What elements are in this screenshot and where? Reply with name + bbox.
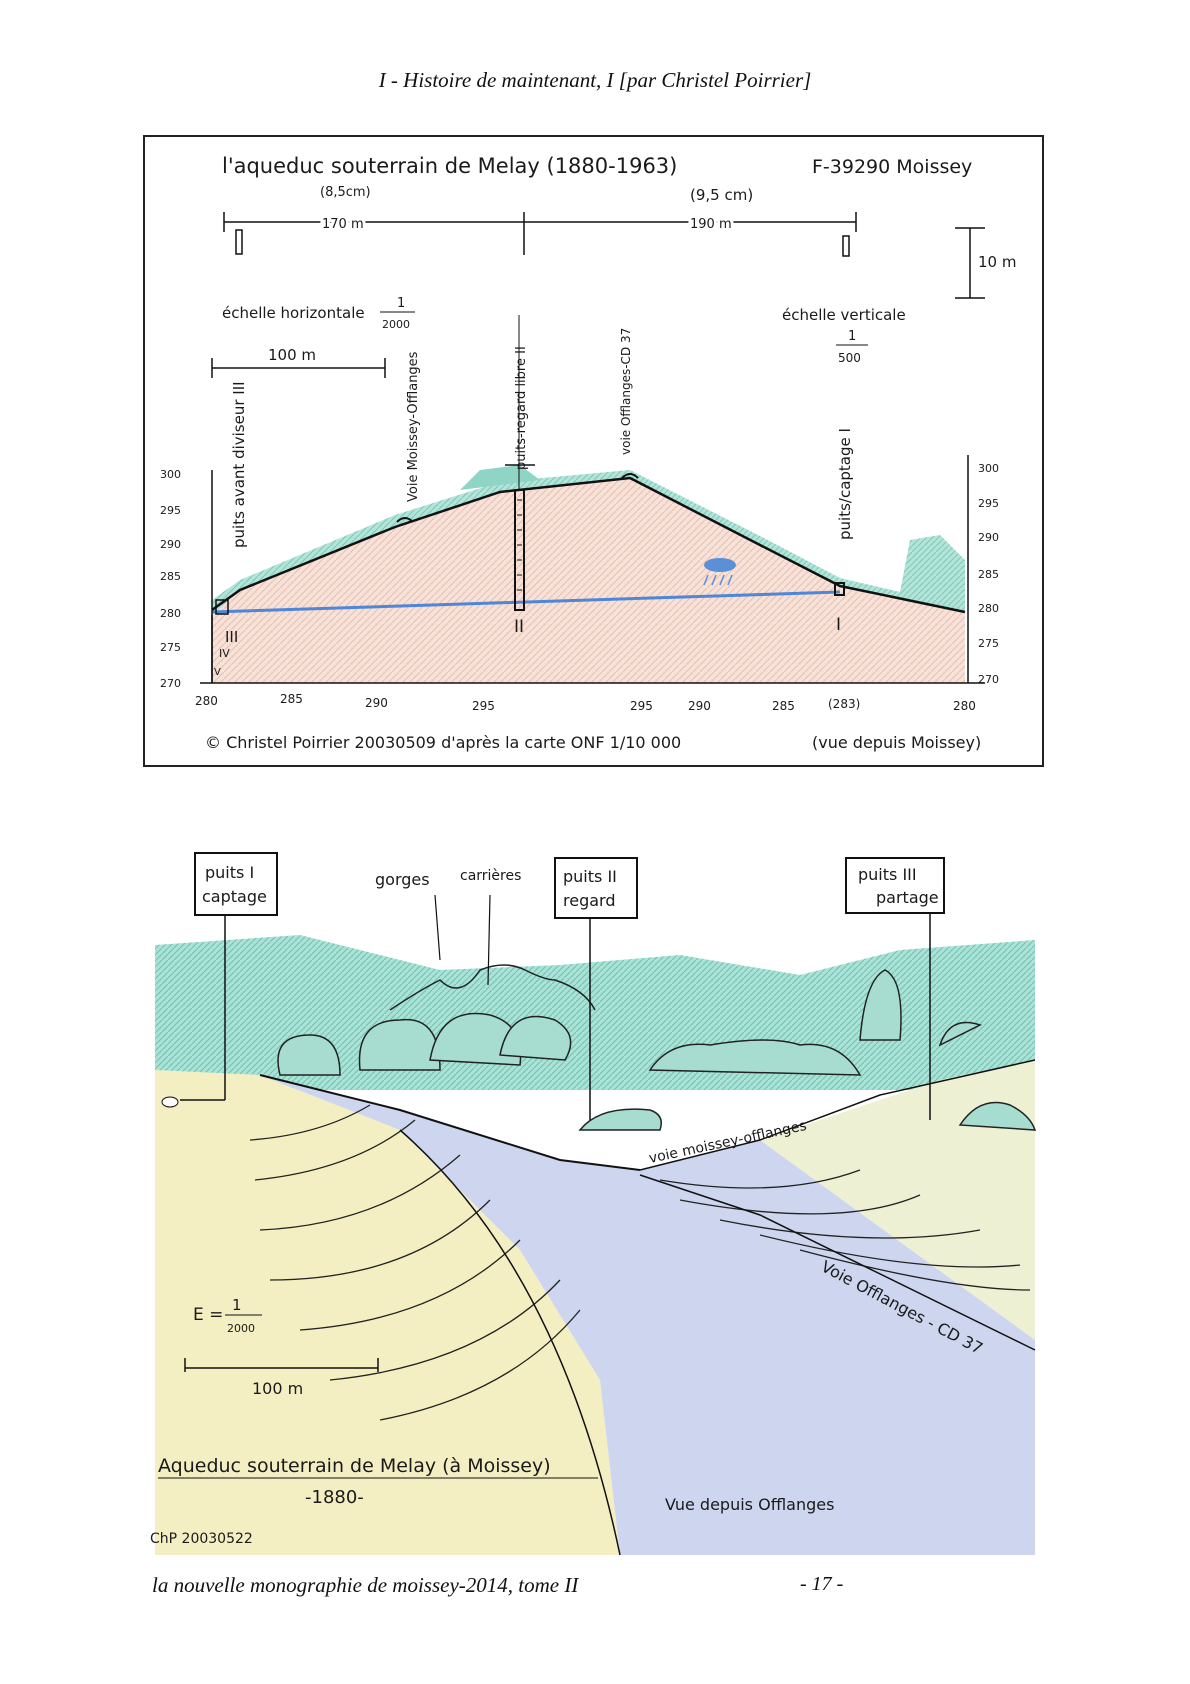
y-right-280: 280 [978, 602, 999, 615]
y-axis-right-labels: 300 295 290 285 280 275 270 [978, 462, 999, 686]
field-left [155, 1070, 620, 1555]
y-left-290: 290 [160, 538, 181, 551]
landscape-bar: 100 m [252, 1379, 303, 1398]
scale-h-num: 1 [397, 296, 405, 311]
x-tick-1: 280 [195, 694, 218, 708]
profile-view: (vue depuis Moissey) [812, 733, 981, 752]
footer-title: la nouvelle monographie de moissey-2014,… [152, 1573, 579, 1597]
scale-h-den: 2000 [382, 318, 410, 331]
profile-credit: © Christel Poirrier 20030509 d'après la … [205, 733, 681, 752]
y-left-275: 275 [160, 641, 181, 654]
label-puits-avant: puits avant diviseur III [230, 381, 248, 548]
x-tick-6: 290 [688, 699, 711, 713]
soil-area [212, 478, 965, 683]
label-voie-moissey: Voie Moissey-Offlanges [406, 351, 421, 502]
landscape-view: Vue depuis Offlanges [665, 1495, 834, 1514]
landscape-drawing: puits I captage puits II regard puits II… [150, 852, 1037, 1556]
label-voie-offlanges: voie Offlanges-CD 37 [619, 328, 633, 455]
scale-num: 1 [232, 1296, 242, 1314]
y-right-295: 295 [978, 497, 999, 510]
y-right-275: 275 [978, 637, 999, 650]
y-left-285: 285 [160, 570, 181, 583]
profile-postcode: F-39290 Moissey [812, 156, 972, 178]
road [260, 1075, 1035, 1555]
landscape-caption: Aqueduc souterrain de Melay (à Moissey) [158, 1455, 551, 1477]
landscape-year: -1880- [305, 1487, 364, 1508]
aqueduct-water-line [211, 590, 841, 614]
profile-title: l'aqueduc souterrain de Melay (1880-1963… [222, 154, 677, 178]
furrows-left [249, 1104, 581, 1421]
y-left-270: 270 [160, 677, 181, 690]
furrows-right [659, 1169, 1031, 1291]
tree-clump [460, 465, 540, 490]
sign-puits-ii: puits II regard [554, 857, 638, 1120]
shaft-iii [215, 599, 229, 615]
y-right-290: 290 [978, 531, 999, 544]
landscape-signature: ChP 20030522 [150, 1531, 253, 1547]
x-axis-labels: 280 285 290 295 295 290 285 (283) 280 [195, 692, 976, 713]
measure-right: (9,5 cm) [690, 186, 753, 204]
page-number: - 17 - [800, 1573, 844, 1595]
sign3-line2: partage [876, 888, 939, 907]
x-tick-4: 295 [472, 699, 495, 713]
scale-den: 2000 [227, 1322, 255, 1335]
roman-i: I [836, 615, 841, 635]
y-right-270: 270 [978, 673, 999, 686]
sign-puits-iii: puits III partage [845, 857, 945, 1120]
bar-100m: 100 m [268, 346, 316, 364]
y-left-280: 280 [160, 607, 181, 620]
x-tick-8: (283) [828, 697, 860, 711]
sign3-line1: puits III [858, 865, 917, 884]
roman-ii: II [514, 617, 524, 637]
x-tick-9: 280 [953, 699, 976, 713]
scale-prefix: E = [193, 1305, 223, 1325]
y-axis-left-labels: 300 295 290 285 280 275 270 [160, 468, 181, 690]
x-tick-2: 285 [280, 692, 303, 706]
x-tick-5: 295 [630, 699, 653, 713]
page-header: I - Histoire de maintenant, I [par Chris… [378, 68, 812, 92]
carrieres-label: carrières [460, 868, 521, 884]
y-left-295: 295 [160, 504, 181, 517]
x-tick-7: 285 [772, 699, 795, 713]
y-left-300: 300 [160, 468, 181, 481]
gorges-label: gorges [375, 870, 430, 889]
scale-v-den: 500 [838, 351, 861, 365]
vertical-scale-10m: 10 m [978, 253, 1016, 271]
profile-drawing: l'aqueduc souterrain de Melay (1880-1963… [143, 135, 1044, 767]
roman-iv: IV [219, 647, 230, 660]
y-right-300: 300 [978, 462, 999, 475]
roman-v: V [214, 667, 221, 678]
sign2-line1: puits II [563, 867, 617, 886]
scale-h-label: échelle horizontale [222, 304, 365, 322]
measure-left: (8,5cm) [320, 185, 371, 200]
scale-v-label: échelle verticale [782, 306, 906, 324]
label-puits-captage: puits/captage I [836, 428, 854, 540]
bushes [277, 969, 1037, 1131]
sign1-line2: captage [202, 887, 267, 906]
label-puits-regard: puits-regard libre II [514, 346, 529, 470]
cloud-shape [704, 558, 736, 572]
sign-puits-i: puits I captage [161, 852, 278, 1108]
sign1-line1: puits I [205, 863, 254, 882]
dist-right: 190 m [690, 217, 732, 232]
shaft-i [834, 582, 845, 596]
sign2-line2: regard [563, 891, 615, 910]
dist-left: 170 m [322, 217, 364, 232]
y-right-285: 285 [978, 568, 999, 581]
ground-profile-line [211, 476, 966, 614]
scale-v-num: 1 [848, 329, 856, 344]
x-tick-3: 290 [365, 696, 388, 710]
roman-iii: III [225, 628, 238, 646]
field-right [640, 1060, 1035, 1340]
